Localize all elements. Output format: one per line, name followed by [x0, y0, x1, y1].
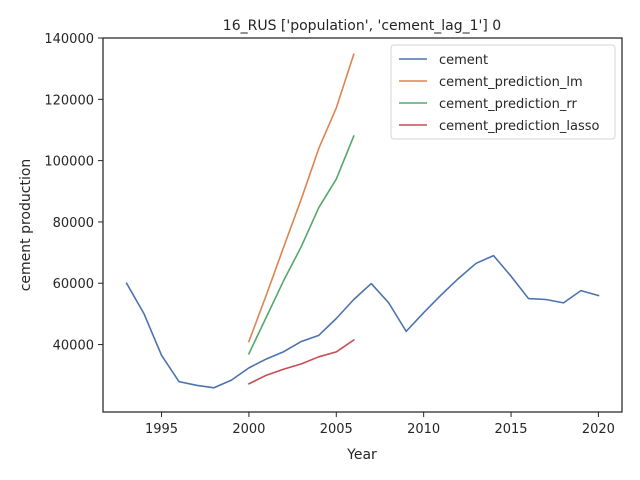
x-tick-label: 2005 — [320, 422, 353, 437]
chart-title: 16_RUS ['population', 'cement_lag_1'] 0 — [223, 18, 501, 34]
y-tick-label: 80000 — [53, 216, 94, 231]
legend-entry-label: cement_prediction_rr — [439, 97, 577, 112]
series-line-cement-prediction-lasso — [247, 338, 355, 385]
series-line-cement-prediction-rr — [247, 135, 355, 355]
y-tick-label: 60000 — [53, 277, 94, 292]
y-tick-label: 40000 — [53, 339, 94, 354]
legend-entry-label: cement_prediction_lm — [439, 75, 583, 90]
plot-frame — [102, 37, 623, 413]
x-tick-label: 2000 — [232, 422, 265, 437]
series-line-cement — [125, 254, 600, 389]
series-layer — [125, 53, 600, 389]
legend-box — [390, 44, 616, 140]
legend: cement cement_prediction_lm cement_predict… — [390, 44, 616, 140]
legend-entry-label: cement_prediction_lasso — [439, 119, 599, 134]
y-tick-label: 140000 — [44, 32, 94, 47]
legend-entry-label: cement — [439, 53, 488, 68]
y-tick-label: 120000 — [44, 93, 94, 108]
x-tick-label: 2020 — [582, 422, 615, 437]
y-axis-label: cement production — [18, 159, 34, 292]
x-axis-label: Year — [346, 447, 377, 463]
x-axis: 1995 2000 2005 2010 2015 2020 — [145, 412, 615, 437]
y-tick-label: 100000 — [44, 155, 94, 170]
x-tick-label: 1995 — [145, 422, 178, 437]
series-line-cement-prediction-lm — [247, 53, 355, 343]
x-tick-label: 2010 — [407, 422, 440, 437]
x-tick-label: 2015 — [494, 422, 527, 437]
y-axis: 40000 60000 80000 100000 120000 140000 — [44, 32, 103, 354]
